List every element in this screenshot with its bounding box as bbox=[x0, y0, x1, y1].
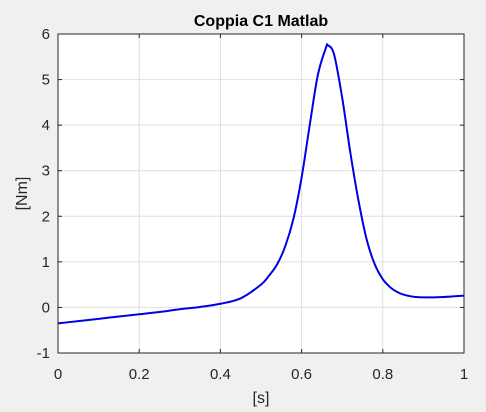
plot-frame bbox=[57, 33, 465, 354]
x-tick-label: 0.4 bbox=[210, 366, 231, 383]
y-axis-ticks: -1 0 1 2 3 4 5 6 bbox=[37, 26, 464, 362]
x-axis-ticks: 0 0.2 0.4 0.6 0.8 1 bbox=[54, 34, 468, 383]
y-tick-label: 1 bbox=[42, 254, 50, 271]
series-line bbox=[57, 43, 465, 325]
y-tick-label: 2 bbox=[42, 208, 50, 225]
x-tick-label: 0.6 bbox=[291, 366, 312, 383]
x-tick-label: 0.2 bbox=[129, 366, 150, 383]
chart-title: Coppia C1 Matlab bbox=[194, 13, 328, 30]
x-tick-label: 0.8 bbox=[372, 366, 393, 383]
y-tick-label: -1 bbox=[37, 345, 50, 362]
y-tick-label: 5 bbox=[42, 72, 50, 89]
plot-area bbox=[58, 34, 464, 353]
x-tick-label: 0 bbox=[54, 366, 62, 383]
series-layer bbox=[57, 43, 465, 325]
y-tick-label: 4 bbox=[42, 117, 50, 134]
y-tick-label: 3 bbox=[42, 163, 50, 180]
x-axis-label: [s] bbox=[253, 390, 270, 407]
y-axis-label: [Nm] bbox=[14, 177, 31, 211]
y-tick-label: 6 bbox=[42, 26, 50, 43]
y-tick-label: 0 bbox=[42, 299, 50, 316]
x-tick-label: 1 bbox=[460, 366, 468, 383]
